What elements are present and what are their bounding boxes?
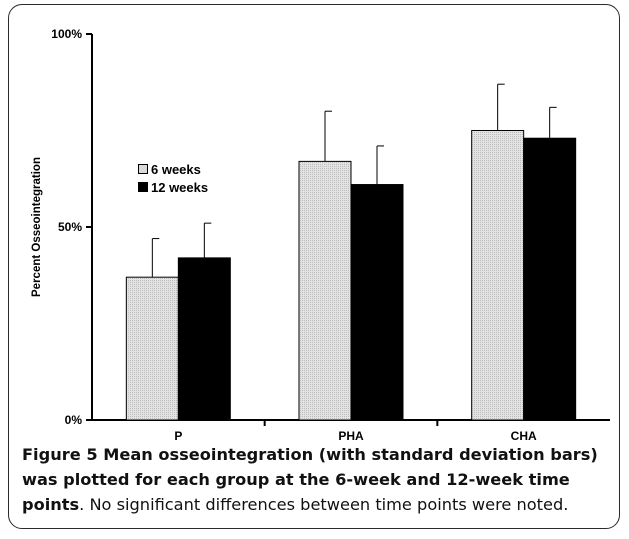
- bar-chart: 0% 50% 100% Percent Osseointegration P PHA CHA: [31, 27, 610, 440]
- bar-12-weeks-PHA: [350, 184, 404, 421]
- chart-legend: 6 weeks 12 weeks: [138, 160, 208, 196]
- y-tick-label: 100%: [51, 27, 82, 41]
- legend-label-12-weeks: 12 weeks: [151, 179, 209, 195]
- legend-swatch-12-weeks: [138, 182, 148, 192]
- legend-item-6-weeks: 6 weeks: [138, 160, 208, 178]
- bar-12-weeks-CHA: [523, 137, 577, 421]
- bar-6-weeks-PHA: [298, 160, 352, 421]
- bar-6-weeks-P: [125, 276, 179, 421]
- x-tick-label: CHA: [511, 429, 537, 440]
- caption-plain-text: . No significant differences between tim…: [79, 495, 569, 514]
- bar-12-weeks-P: [177, 257, 231, 421]
- x-tick-label: PHA: [338, 429, 364, 440]
- y-axis-label: Percent Osseointegration: [31, 157, 43, 297]
- caption-label: Figure 5: [22, 445, 98, 464]
- legend-label-6-weeks: 6 weeks: [151, 161, 201, 177]
- y-tick-label: 0%: [65, 413, 83, 427]
- x-tick-label: P: [174, 429, 182, 440]
- legend-swatch-6-weeks: [138, 164, 148, 174]
- legend-item-12-weeks: 12 weeks: [138, 178, 208, 196]
- caption-bold-text: Mean osseointegration (with standard dev…: [22, 445, 598, 514]
- bar-6-weeks-CHA: [471, 130, 525, 421]
- figure-caption: Figure 5 Mean osseointegration (with sta…: [22, 442, 622, 517]
- y-tick-label: 50%: [58, 220, 82, 234]
